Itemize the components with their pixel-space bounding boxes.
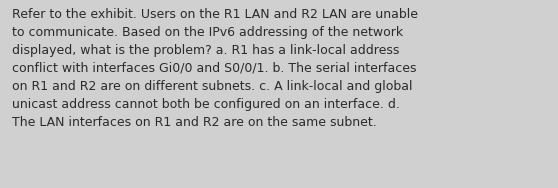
Text: Refer to the exhibit. Users on the R1 LAN and R2 LAN are unable
to communicate. : Refer to the exhibit. Users on the R1 LA…	[12, 8, 418, 129]
